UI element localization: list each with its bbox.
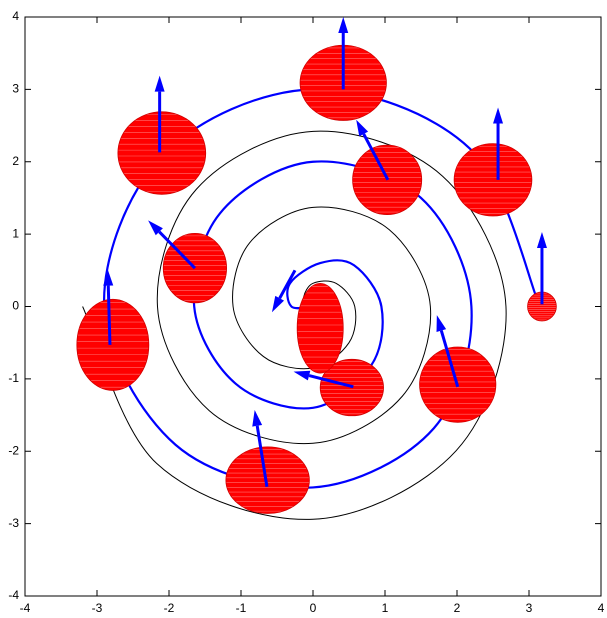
arrow-shaft — [439, 330, 460, 388]
ellipse-outline — [319, 358, 384, 417]
ellipse-stack — [527, 291, 557, 322]
y-tick-label: -4 — [8, 588, 19, 602]
y-tick-label: -1 — [8, 371, 19, 385]
y-tick-label: 3 — [12, 82, 19, 96]
x-tick-label: -3 — [92, 601, 103, 615]
arrow-head — [436, 315, 447, 332]
arrow — [338, 17, 349, 90]
y-tick-label: 0 — [12, 299, 19, 313]
arrow — [493, 107, 504, 180]
arrow — [293, 370, 354, 389]
arrow-head — [338, 17, 349, 33]
arrow-head — [154, 75, 165, 92]
x-tick-label: -4 — [20, 601, 31, 615]
arrow-head — [356, 119, 369, 137]
ellipse-stack — [225, 446, 310, 514]
ellipse-outline — [453, 143, 533, 217]
x-tick-label: 3 — [526, 601, 533, 615]
ellipse-outline — [296, 282, 344, 374]
arrow-head — [536, 231, 547, 248]
ellipse-stack — [76, 298, 150, 391]
arrow — [148, 220, 196, 270]
y-tick-label: 2 — [12, 154, 19, 168]
arrow — [356, 119, 390, 181]
ellipse-outline — [162, 233, 227, 304]
arrow-head — [148, 220, 163, 236]
x-tick-label: -1 — [236, 601, 247, 615]
x-tick-label: 4 — [598, 601, 605, 615]
arrow-shaft — [255, 425, 269, 487]
arrow — [154, 75, 165, 153]
x-tick-label: -2 — [164, 601, 175, 615]
ellipse-outline — [117, 111, 207, 195]
ellipse-outline — [352, 144, 423, 215]
ellipse-fill — [117, 111, 206, 195]
y-tick-label: -3 — [8, 516, 19, 530]
arrow — [436, 315, 460, 388]
arrow-head — [493, 107, 504, 124]
arrow-head — [271, 295, 285, 313]
arrow-head — [103, 269, 114, 286]
arrow — [536, 231, 547, 305]
arrow — [252, 409, 269, 487]
arrow — [103, 269, 114, 345]
ellipse-stack — [117, 111, 207, 195]
x-tick-label: 0 — [310, 601, 317, 615]
arrow-head — [293, 370, 311, 381]
y-tick-label: -2 — [8, 443, 19, 457]
spiral-line — [82, 130, 507, 520]
ellipse-fill — [76, 299, 149, 391]
x-tick-label: 2 — [454, 601, 461, 615]
y-tick-label: 4 — [12, 9, 19, 23]
ellipse-stack — [453, 143, 533, 217]
arrow-head — [252, 409, 263, 427]
arrow-shaft — [106, 285, 112, 345]
x-tick-label: 1 — [382, 601, 389, 615]
arrow-shaft — [278, 269, 297, 299]
arrow-shaft — [158, 230, 196, 270]
ellipse-outline — [76, 298, 150, 391]
ellipse-outline — [225, 446, 310, 514]
arrow — [271, 269, 297, 313]
arrow-shaft — [362, 133, 390, 181]
arrow-shaft — [308, 374, 354, 389]
ellipse-stack — [296, 282, 344, 374]
ellipse-outline — [419, 346, 497, 423]
y-tick-label: 1 — [12, 226, 19, 240]
